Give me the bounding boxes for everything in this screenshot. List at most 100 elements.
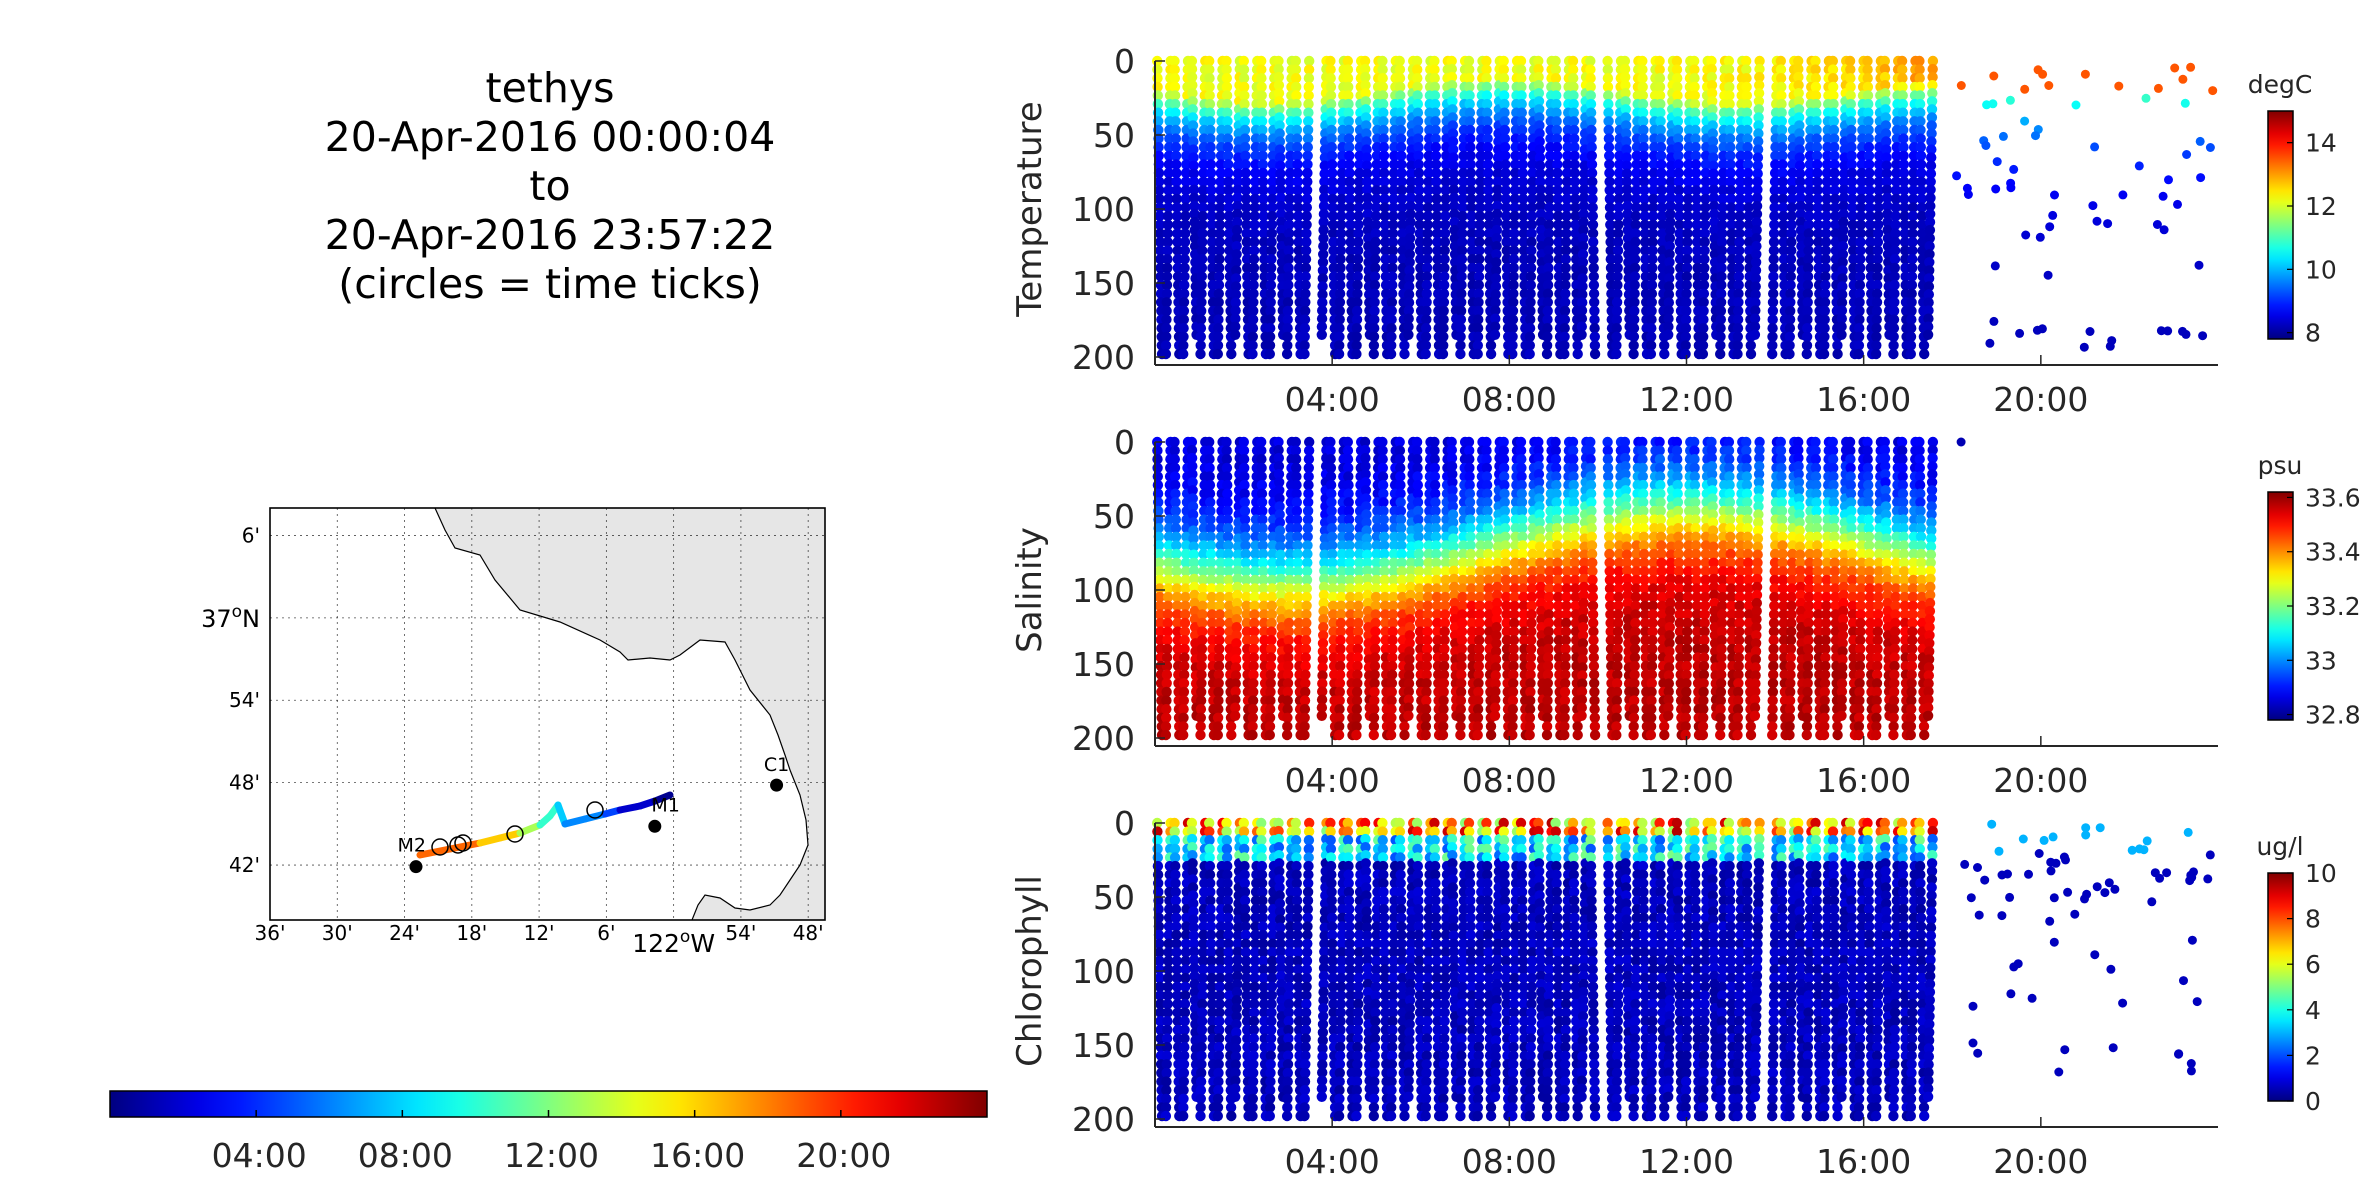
data-point [1230,329,1241,340]
data-point [1170,116,1181,127]
data-point [1458,176,1469,187]
data-point [1334,305,1346,317]
data-point [1273,88,1285,99]
data-point [1473,314,1484,325]
data-point [1413,150,1424,161]
data-point [1204,107,1216,118]
data-point [1302,133,1314,144]
data-point [1465,185,1477,196]
data-point [1214,228,1226,239]
data-point [1423,193,1434,205]
data-point [1301,210,1312,222]
data-point [1430,159,1442,170]
data-point [1265,305,1276,317]
data-point [1316,321,1328,332]
data-point [1325,73,1336,84]
data-point [1449,208,1460,220]
data-point [1414,202,1425,213]
data-point [1473,279,1485,291]
data-point [1301,236,1312,248]
data-point [1267,193,1278,205]
data-point [1231,241,1242,252]
data-point [1169,55,1180,67]
data-point [1197,245,1208,256]
data-point [1431,219,1443,230]
data-point [1455,348,1466,360]
data-point [1222,142,1234,153]
data-point [1344,142,1355,153]
data-point [1474,210,1486,222]
data-point [1326,124,1337,136]
data-point [1387,279,1398,291]
data-point [1466,193,1477,205]
map-lon-label: 122oW [632,927,715,958]
data-point [1397,219,1408,230]
data-point [1362,184,1373,195]
data-point [1230,305,1241,316]
data-point [1388,210,1399,222]
data-point [1180,185,1192,196]
data-point [1221,90,1233,101]
data-point [1336,167,1348,179]
data-point [1317,289,1328,300]
data-point [1475,176,1486,187]
data-point [1962,183,1972,193]
data-point [1257,167,1269,179]
data-point [1300,271,1311,282]
data-point [1333,348,1345,360]
data-point [1352,245,1364,256]
data-point [1303,90,1314,101]
data-point [1230,710,1241,721]
data-point [1325,90,1337,101]
data-point [1188,144,1199,155]
data-point [1472,348,1483,360]
data-point [1447,104,1458,115]
data-point [1421,262,1433,274]
data-point [1293,219,1304,230]
data-point [1300,245,1312,256]
data-point [1291,81,1302,93]
data-point [1524,729,1535,741]
data-point [1284,202,1295,213]
data-point [1274,144,1286,155]
data-point [1386,288,1398,299]
data-point [1303,98,1314,110]
data-point [1446,63,1458,75]
data-point [1215,176,1226,187]
data-point [1836,329,1847,340]
data-point [1197,219,1208,230]
data-point [1394,73,1406,84]
data-point [1206,193,1217,205]
data-point [2050,190,2059,200]
data-point [1335,271,1346,282]
data-point [2141,93,2151,103]
data-point [1405,200,1416,212]
time-colorbar: 04:00 08:00 12:00 16:00 20:00 [109,1090,988,1175]
data-point [2156,326,2166,336]
data-point [1345,236,1356,248]
data-point [1404,281,1415,292]
data-point [1303,73,1315,84]
data-point [2208,86,2218,96]
data-point [1440,167,1452,179]
data-point [1162,245,1173,256]
data-point [1188,160,1199,171]
time-colorbar-tick-label: 12:00 [504,1136,599,1175]
data-point [1293,236,1304,248]
data-point [1659,348,1670,360]
data-point [1256,90,1267,101]
data-point [1303,107,1314,118]
data-point [1232,208,1243,220]
data-point [1300,254,1312,265]
data-point [1153,159,1165,170]
data-point [1413,142,1424,153]
data-point [1223,202,1235,213]
data-point [1379,210,1391,222]
data-point [1396,167,1407,179]
data-point [1232,168,1244,179]
data-point [1250,159,1261,170]
data-point [1473,271,1485,282]
data-point [1395,133,1407,144]
data-point [1335,254,1346,265]
